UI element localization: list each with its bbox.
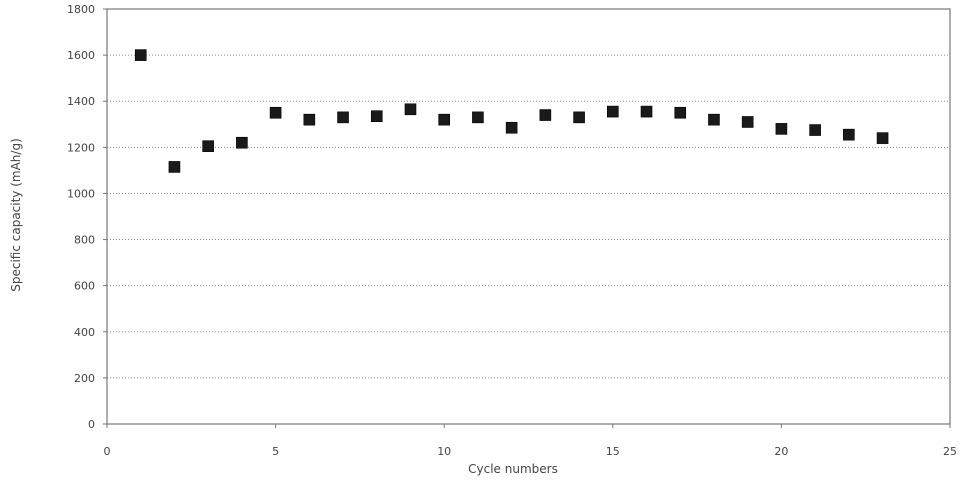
- data-point: [573, 111, 585, 124]
- data-point: [674, 106, 687, 119]
- gridlines: [107, 8, 950, 379]
- plot-frame: [106, 8, 951, 425]
- data-point: [708, 113, 720, 126]
- data-point: [438, 113, 451, 126]
- data-point: [269, 106, 282, 119]
- data-point: [370, 110, 383, 123]
- y-tick-label-7: 1400: [67, 95, 95, 108]
- tick-labels: 0 200 400 600 800 1000 1200 1400 1600 1800 0 5 10 15 2…: [67, 3, 957, 458]
- x-tick-label-4: 20: [774, 445, 788, 458]
- x-axis-title: Cycle numbers: [468, 462, 558, 476]
- y-tick-label-0: 0: [88, 418, 95, 431]
- data-point: [809, 124, 821, 136]
- data-point: [236, 136, 248, 149]
- x-tick-label-1: 5: [272, 445, 279, 458]
- y-tick-label-1: 200: [74, 372, 95, 385]
- data-point: [404, 103, 417, 116]
- data-point: [134, 49, 147, 61]
- y-tick-label-3: 600: [74, 280, 95, 293]
- data-point: [168, 161, 181, 173]
- x-tick-label-0: 0: [104, 445, 111, 458]
- data-point: [640, 105, 653, 118]
- x-tick-label-2: 10: [437, 445, 451, 458]
- data-point: [775, 123, 788, 135]
- data-point: [337, 111, 349, 124]
- y-tick-label-5: 1000: [67, 187, 95, 200]
- data-points: [134, 49, 889, 173]
- x-tick-label-3: 15: [606, 445, 620, 458]
- y-tick-label-8: 1600: [67, 49, 95, 62]
- data-point: [202, 140, 214, 152]
- y-tick-label-9: 1800: [67, 3, 95, 16]
- y-tick-label-4: 800: [74, 234, 95, 247]
- axes: [103, 8, 951, 428]
- x-tick-label-5: 25: [943, 445, 957, 458]
- data-point: [741, 116, 754, 128]
- data-point: [505, 121, 518, 134]
- data-point: [876, 132, 889, 144]
- data-point: [303, 113, 316, 126]
- data-point: [606, 105, 619, 118]
- y-axis-title: Specific capacity (mAh/g): [9, 138, 23, 292]
- data-point: [539, 109, 552, 121]
- y-tick-label-2: 400: [74, 326, 95, 339]
- data-point: [843, 128, 855, 141]
- data-point: [472, 111, 484, 124]
- y-tick-label-6: 1200: [67, 141, 95, 154]
